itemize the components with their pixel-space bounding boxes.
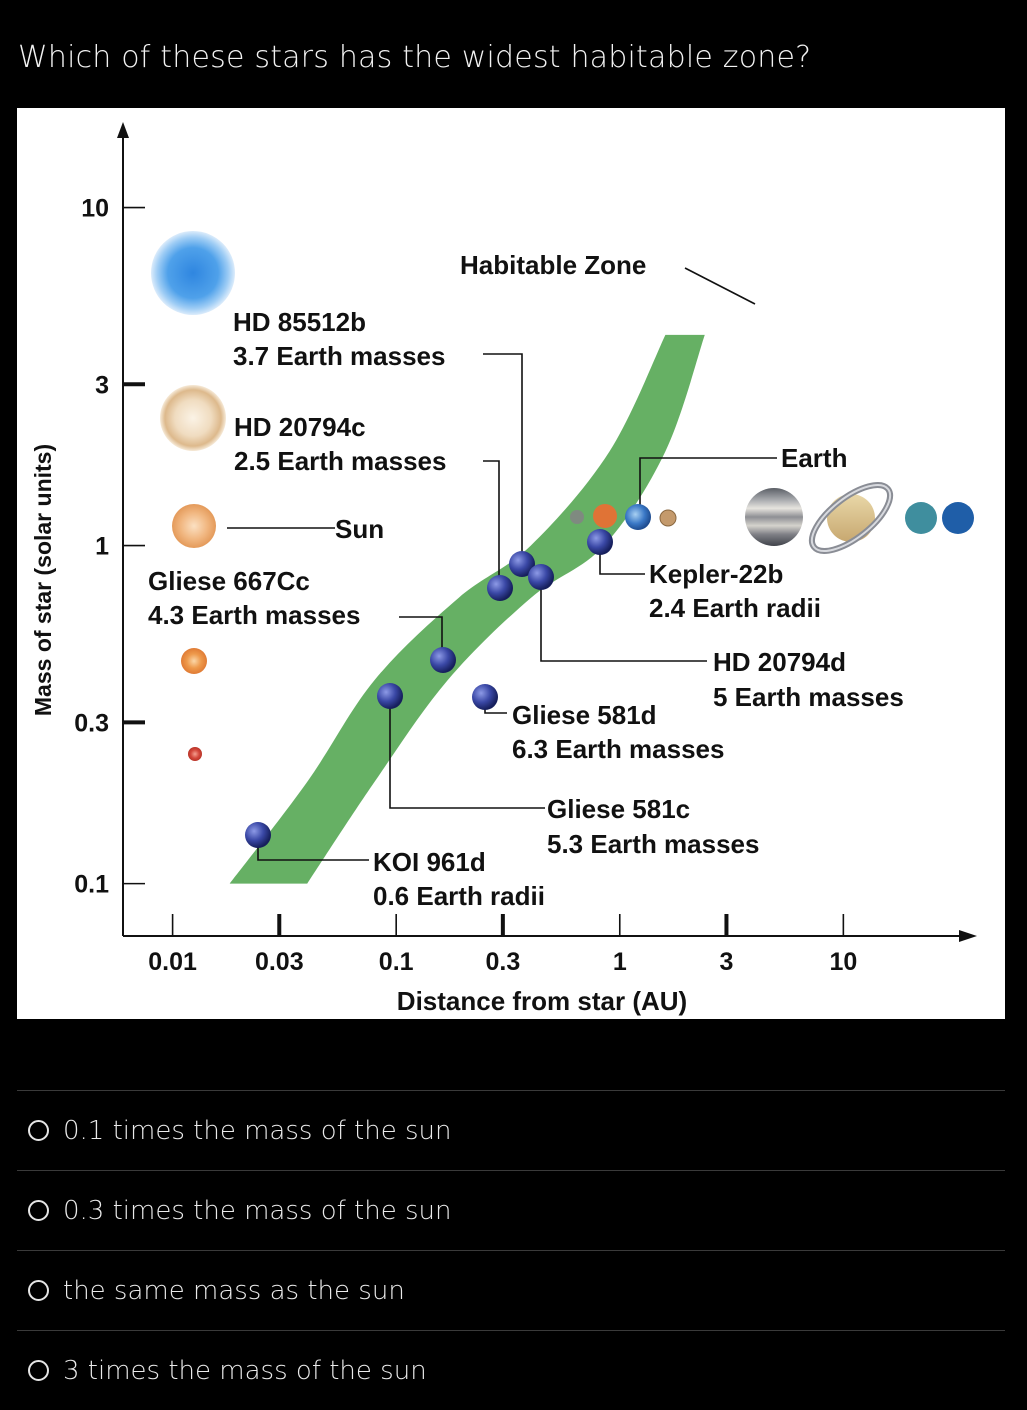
x-tick-label: 3 xyxy=(719,948,733,976)
label-gliese581d-name: Gliese 581d xyxy=(512,700,657,730)
radio-button[interactable] xyxy=(28,1120,49,1141)
planet-gliese667cc xyxy=(430,647,456,673)
planet-kepler22b xyxy=(587,529,613,555)
x-tick-label: 0.3 xyxy=(485,948,520,976)
planet-labels: HD 85512b 3.7 Earth masses HD 20794c 2.5… xyxy=(148,307,904,911)
y-tick-label: 0.3 xyxy=(74,709,109,737)
option-label: the same mass as the sun xyxy=(63,1275,405,1306)
x-ticks: 0.01 0.03 0.1 0.3 1 3 10 xyxy=(148,914,857,976)
sun-label: Sun xyxy=(335,514,384,544)
y-tick-label: 0.1 xyxy=(74,871,109,899)
x-tick-label: 0.03 xyxy=(255,948,304,976)
planet-gliese581d xyxy=(472,684,498,710)
x-axis-arrow xyxy=(959,930,977,942)
leader-hd85512b xyxy=(483,353,523,563)
y-axis-label: Mass of star (solar units) xyxy=(30,444,56,716)
label-hd20794c-name: HD 20794c xyxy=(234,412,366,442)
label-koi961d-detail: 0.6 Earth radii xyxy=(373,881,545,911)
mercury xyxy=(570,510,584,524)
option-label: 3 times the mass of the sun xyxy=(63,1355,427,1386)
label-hd20794c-detail: 2.5 Earth masses xyxy=(234,446,446,476)
leader-hd20794d xyxy=(540,576,707,662)
label-gliese581c-name: Gliese 581c xyxy=(547,794,690,824)
earth xyxy=(625,504,651,530)
x-tick-label: 1 xyxy=(613,948,627,976)
radio-button[interactable] xyxy=(28,1280,49,1301)
planet-hd20794d xyxy=(528,564,554,590)
planet-koi961d xyxy=(245,822,271,848)
outer-solar-system xyxy=(745,482,974,554)
habitable-zone-band xyxy=(229,334,705,884)
chart-svg: 10 3 1 0.3 0.1 0.01 0.03 0.1 0.3 1 3 10 Mass of st… xyxy=(30,122,977,1016)
habitable-zone-chart: 10 3 1 0.3 0.1 0.01 0.03 0.1 0.3 1 3 10 Mass of st… xyxy=(17,108,1005,1019)
leader-gliese667cc xyxy=(399,616,443,658)
label-hd85512b-detail: 3.7 Earth masses xyxy=(233,341,445,371)
option-label: 0.1 times the mass of the sun xyxy=(63,1115,452,1146)
x-tick-label: 0.01 xyxy=(148,948,197,976)
y-tick-label: 3 xyxy=(95,371,109,399)
option-0.1-solar-mass[interactable]: 0.1 times the mass of the sun xyxy=(17,1090,1005,1170)
star-red xyxy=(188,747,202,761)
jupiter xyxy=(745,488,803,546)
y-axis-arrow xyxy=(117,122,129,138)
label-gliese667cc-detail: 4.3 Earth masses xyxy=(148,600,360,630)
option-same-as-sun[interactable]: the same mass as the sun xyxy=(17,1250,1005,1330)
planet-hd85512b xyxy=(509,551,535,577)
y-ticks: 10 3 1 0.3 0.1 xyxy=(74,195,145,899)
answer-options: 0.1 times the mass of the sun 0.3 times … xyxy=(17,1090,1005,1410)
inner-solar-system xyxy=(570,504,677,530)
star-orange xyxy=(181,648,207,674)
label-gliese581d-detail: 6.3 Earth masses xyxy=(512,734,724,764)
label-hd85512b-name: HD 85512b xyxy=(233,307,366,337)
neptune xyxy=(942,502,974,534)
leader-hd20794c xyxy=(483,460,500,586)
option-label: 0.3 times the mass of the sun xyxy=(63,1195,452,1226)
radio-button[interactable] xyxy=(28,1360,49,1381)
earth-label: Earth xyxy=(781,443,847,473)
star-cream xyxy=(160,385,226,451)
option-3-solar-mass[interactable]: 3 times the mass of the sun xyxy=(17,1330,1005,1410)
label-kepler22b-detail: 2.4 Earth radii xyxy=(649,593,821,623)
uranus xyxy=(905,502,937,534)
leader-earth xyxy=(639,457,777,511)
label-hd20794d-detail: 5 Earth masses xyxy=(713,682,904,712)
star-blue xyxy=(151,231,235,315)
venus xyxy=(593,504,617,528)
radio-button[interactable] xyxy=(28,1200,49,1221)
habitable-zone-label: Habitable Zone xyxy=(460,250,646,280)
y-tick-label: 1 xyxy=(95,533,109,561)
star-sun xyxy=(172,504,216,548)
planet-gliese581c xyxy=(377,683,403,709)
label-gliese581c-detail: 5.3 Earth masses xyxy=(547,829,759,859)
label-koi961d-name: KOI 961d xyxy=(373,847,486,877)
leader-gliese581c xyxy=(389,696,545,809)
label-gliese667cc-name: Gliese 667Cc xyxy=(148,566,310,596)
planet-hd20794c xyxy=(487,575,513,601)
saturn xyxy=(808,482,894,554)
label-hd20794d-name: HD 20794d xyxy=(713,647,846,677)
star-column xyxy=(151,231,235,761)
question-text: Which of these stars has the widest habi… xyxy=(18,40,812,75)
x-tick-label: 0.1 xyxy=(379,948,414,976)
habitable-zone-pointer xyxy=(684,267,756,305)
mars xyxy=(659,509,677,527)
y-tick-label: 10 xyxy=(81,195,109,223)
option-0.3-solar-mass[interactable]: 0.3 times the mass of the sun xyxy=(17,1170,1005,1250)
x-tick-label: 10 xyxy=(829,948,857,976)
planets xyxy=(245,529,613,848)
x-axis-label: Distance from star (AU) xyxy=(397,986,687,1016)
label-kepler22b-name: Kepler-22b xyxy=(649,559,783,589)
